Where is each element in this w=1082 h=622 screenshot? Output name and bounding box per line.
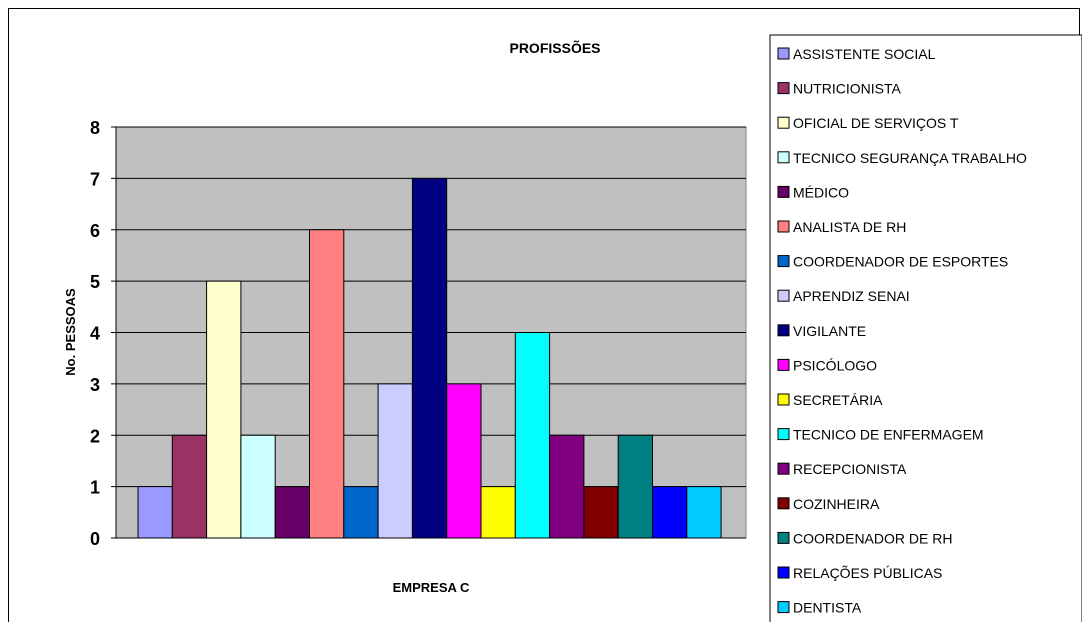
legend-swatch [777, 220, 790, 233]
bar-9 [411, 177, 448, 539]
legend-item: TECNICO DE ENFERMAGEM [777, 427, 984, 443]
bar-16 [652, 486, 688, 539]
legend-label: ASSISTENTE SOCIAL [793, 46, 936, 62]
legend-label: MÉDICO [793, 184, 849, 200]
y-tick-label: 3 [90, 375, 100, 395]
bar-8 [377, 383, 413, 539]
legend-swatch [777, 151, 790, 164]
bar-3 [206, 280, 242, 539]
legend-swatch [777, 497, 790, 510]
legend-item: COORDENADOR DE RH [777, 530, 952, 546]
legend-item: MÉDICO [777, 184, 849, 200]
legend-item: APRENDIZ SENAI [777, 288, 910, 304]
legend-label: DENTISTA [793, 600, 862, 616]
legend-swatch [777, 566, 790, 579]
bar-14 [583, 486, 619, 539]
legend-item: RELAÇÕES PÚBLICAS [777, 565, 942, 581]
legend-label: RECEPCIONISTA [793, 461, 907, 477]
legend-label: TECNICO DE ENFERMAGEM [793, 427, 984, 443]
legend-swatch [777, 116, 790, 129]
legend-label: RELAÇÕES PÚBLICAS [793, 565, 942, 581]
legend-box [769, 34, 1082, 622]
y-tick-label: 1 [90, 478, 100, 498]
y-tick-label: 4 [90, 324, 100, 344]
legend-item: ANALISTA DE RH [777, 219, 906, 235]
y-axis-ticks: 0 1 2 3 4 5 6 7 8 [90, 118, 116, 549]
bar-1 [137, 486, 173, 539]
bar-17 [686, 486, 722, 539]
legend-swatch [777, 601, 790, 614]
legend-label: OFICIAL DE SERVIÇOS T [793, 115, 959, 131]
legend-swatch [777, 82, 790, 95]
legend-item: COORDENADOR DE ESPORTES [777, 254, 1008, 270]
legend-label: COORDENADOR DE ESPORTES [793, 254, 1008, 270]
bars [137, 177, 722, 539]
legend-label: APRENDIZ SENAI [793, 288, 910, 304]
y-tick-label: 5 [90, 272, 100, 292]
legend-swatch [777, 428, 790, 441]
legend-swatch [777, 47, 790, 60]
legend-swatch [777, 255, 790, 268]
legend-item: OFICIAL DE SERVIÇOS T [777, 115, 959, 131]
legend-item: NUTRICIONISTA [777, 81, 902, 97]
legend-label: ANALISTA DE RH [793, 219, 906, 235]
bar-7 [343, 486, 379, 539]
legend-item: COZINHEIRA [777, 496, 880, 512]
legend-label: PSICÓLOGO [793, 357, 877, 373]
y-axis-label: No. PESSOAS [63, 288, 78, 376]
legend-swatch [777, 324, 790, 337]
legend: ASSISTENTE SOCIAL NUTRICIONISTA OFICIAL DE… [769, 34, 1082, 622]
legend-swatch [777, 358, 790, 371]
legend-swatch [777, 289, 790, 302]
bar-13 [549, 434, 585, 539]
y-tick-label: 2 [90, 426, 100, 446]
legend-swatch [777, 393, 790, 406]
legend-label: COZINHEIRA [793, 496, 880, 512]
legend-swatch [777, 462, 790, 475]
legend-label: VIGILANTE [793, 323, 866, 339]
legend-label: COORDENADOR DE RH [793, 530, 952, 546]
y-tick-label: 6 [90, 221, 100, 241]
legend-swatch [777, 531, 790, 544]
bar-2 [171, 434, 208, 539]
bar-4 [240, 434, 276, 539]
legend-item: PSICÓLOGO [777, 357, 877, 373]
legend-swatch [777, 185, 790, 198]
bar-15 [617, 434, 654, 539]
y-tick-label: 0 [90, 529, 100, 549]
y-tick-label: 8 [90, 118, 100, 138]
legend-item: DENTISTA [777, 600, 862, 616]
legend-label: NUTRICIONISTA [793, 81, 902, 97]
x-axis-label: EMPRESA C [393, 580, 470, 595]
chart-title: PROFISSÕES [509, 39, 600, 56]
y-tick-label: 7 [90, 169, 100, 189]
bar-5 [274, 486, 311, 539]
legend-label: SECRETÁRIA [793, 392, 883, 408]
legend-label: TECNICO SEGURANÇA TRABALHO [793, 150, 1027, 166]
legend-item: TECNICO SEGURANÇA TRABALHO [777, 150, 1027, 166]
bar-10 [446, 383, 482, 539]
legend-item: ASSISTENTE SOCIAL [777, 46, 936, 62]
bar-12 [514, 332, 551, 539]
bar-11 [480, 486, 516, 539]
legend-item: VIGILANTE [777, 323, 866, 339]
legend-item: SECRETÁRIA [777, 392, 883, 408]
bar-6 [309, 229, 345, 539]
legend-item: RECEPCIONISTA [777, 461, 907, 477]
